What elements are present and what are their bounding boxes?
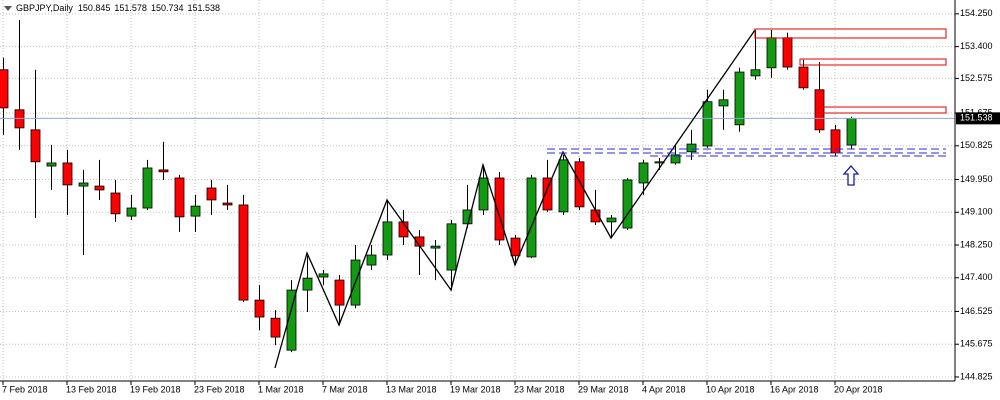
resistance-zone <box>799 58 947 66</box>
candle-body <box>0 69 9 109</box>
candle-body <box>510 237 521 257</box>
candle-body <box>286 289 297 351</box>
x-tick-label: 29 Mar 2018 <box>578 384 629 394</box>
candle-body <box>606 217 617 223</box>
y-tick-label: 152.575 <box>960 73 993 83</box>
x-tick-label: 10 Apr 2018 <box>706 384 755 394</box>
x-tick-label: 7 Feb 2018 <box>2 384 48 394</box>
candle-body <box>494 177 505 241</box>
price-label-box <box>956 112 1000 125</box>
candle-body <box>94 185 105 191</box>
candle-body <box>782 37 793 68</box>
header-icon <box>4 6 12 11</box>
resistance-zone <box>754 28 947 39</box>
last-open: 150.845 <box>78 3 111 13</box>
candle-body <box>254 299 265 318</box>
x-tick-label: 4 Apr 2018 <box>642 384 686 394</box>
x-tick-label: 19 Feb 2018 <box>130 384 181 394</box>
resistance-zone <box>817 106 947 114</box>
grid <box>0 0 955 381</box>
candles <box>0 20 955 353</box>
y-tick-label: 144.825 <box>960 371 993 381</box>
candle-body <box>558 159 569 213</box>
candle-body <box>78 182 89 187</box>
candle-body <box>334 279 345 306</box>
last-high: 151.578 <box>114 3 147 13</box>
x-tick-label: 13 Feb 2018 <box>66 384 117 394</box>
chart-header: GBPJPY,Daily 150.845 151.578 150.734 151.538 <box>16 3 220 13</box>
last-low: 150.734 <box>151 3 184 13</box>
x-tick-label: 20 Apr 2018 <box>834 384 883 394</box>
x-tick-label: 7 Mar 2018 <box>322 384 368 394</box>
candle-body <box>318 273 329 278</box>
candle-body <box>670 154 681 164</box>
candle-body <box>814 89 825 131</box>
x-tick-label: 23 Feb 2018 <box>194 384 245 394</box>
candle-body <box>446 223 457 271</box>
candle-body <box>734 71 745 126</box>
candle-body <box>174 177 185 218</box>
candle-body <box>270 317 281 338</box>
axis-labels: 154.250153.400152.575151.675150.825149.9… <box>2 8 1000 394</box>
candle-body <box>302 277 313 291</box>
candle-body <box>702 101 713 147</box>
candle-body <box>126 207 137 217</box>
candle-body <box>30 129 41 163</box>
candle-body <box>846 117 857 146</box>
last-close: 151.538 <box>188 3 221 13</box>
y-tick-label: 153.400 <box>960 41 993 51</box>
up-arrow <box>842 165 860 186</box>
candle-body <box>206 187 217 201</box>
x-tick-label: 16 Apr 2018 <box>770 384 819 394</box>
candle-body <box>190 205 201 217</box>
candle-body <box>542 177 553 211</box>
y-tick-label: 149.100 <box>960 207 993 217</box>
candle-body <box>766 37 777 69</box>
candle-body <box>798 66 809 89</box>
y-tick-label: 154.250 <box>960 8 993 18</box>
candle-body <box>574 161 585 208</box>
candle-body <box>14 109 25 129</box>
candle-body <box>158 169 169 173</box>
x-tick-label: 1 Mar 2018 <box>258 384 304 394</box>
candle-body <box>750 69 761 77</box>
y-tick-label: 146.525 <box>960 306 993 316</box>
candle-body <box>46 162 57 167</box>
candle-body <box>478 177 489 211</box>
price-label: 151.538 <box>960 113 993 123</box>
symbol: GBPJPY,Daily <box>16 3 73 13</box>
candle-body <box>142 167 153 209</box>
candle-body <box>110 192 121 215</box>
y-tick-label: 145.675 <box>960 339 993 349</box>
x-tick-label: 19 Mar 2018 <box>450 384 501 394</box>
y-tick-label: 148.250 <box>960 239 993 249</box>
candle-body <box>366 254 377 266</box>
y-tick-label: 150.825 <box>960 140 993 150</box>
candle-body <box>638 162 649 184</box>
candle-body <box>62 162 73 186</box>
x-tick-label: 13 Mar 2018 <box>386 384 437 394</box>
zigzag-line <box>274 29 756 369</box>
candle-body <box>222 202 233 206</box>
candle-body <box>622 179 633 229</box>
candle-body <box>238 204 249 301</box>
candle-body <box>382 221 393 256</box>
candle-body <box>430 245 441 249</box>
x-tick-label: 23 Mar 2018 <box>514 384 565 394</box>
candle-body <box>718 99 729 107</box>
y-tick-label: 147.400 <box>960 272 993 282</box>
candle-body <box>686 143 697 153</box>
candle-body <box>526 177 537 258</box>
y-tick-label: 149.950 <box>960 174 993 184</box>
drawings <box>274 28 947 369</box>
